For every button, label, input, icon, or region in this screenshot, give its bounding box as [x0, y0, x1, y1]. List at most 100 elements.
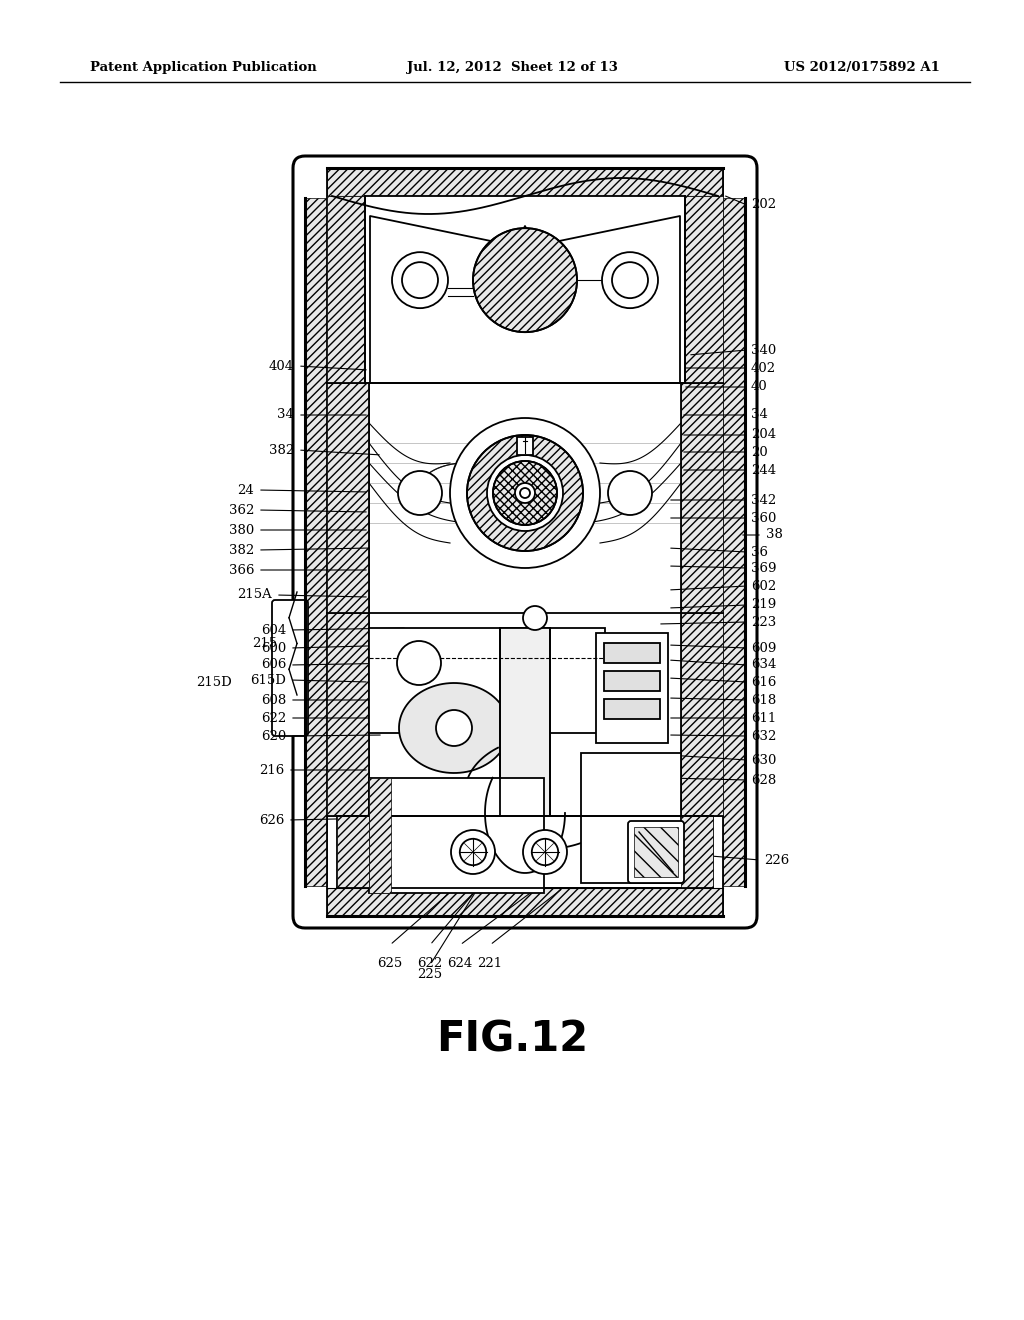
- Circle shape: [398, 471, 442, 515]
- Circle shape: [392, 252, 449, 308]
- Bar: [327, 888, 723, 916]
- Text: 611: 611: [751, 711, 776, 725]
- Text: 219: 219: [751, 598, 776, 611]
- Text: 624: 624: [447, 957, 473, 970]
- Text: 380: 380: [228, 524, 254, 536]
- Bar: [500, 628, 550, 816]
- Text: 630: 630: [751, 754, 776, 767]
- Circle shape: [487, 455, 563, 531]
- Text: 604: 604: [261, 623, 286, 636]
- Circle shape: [493, 461, 557, 525]
- Circle shape: [402, 263, 438, 298]
- Circle shape: [523, 830, 567, 874]
- Text: 404: 404: [269, 359, 294, 372]
- Bar: [681, 612, 723, 816]
- Text: 369: 369: [751, 561, 776, 574]
- Text: 618: 618: [751, 693, 776, 706]
- Circle shape: [520, 488, 530, 498]
- Text: 402: 402: [751, 362, 776, 375]
- Bar: [337, 816, 713, 888]
- Text: FIG.12: FIG.12: [436, 1019, 588, 1061]
- Text: 634: 634: [751, 659, 776, 672]
- FancyBboxPatch shape: [628, 821, 684, 883]
- Circle shape: [473, 228, 577, 333]
- Text: 225: 225: [418, 968, 442, 981]
- Text: 366: 366: [228, 564, 254, 577]
- Text: 221: 221: [477, 957, 503, 970]
- Text: 215D: 215D: [197, 676, 232, 689]
- Text: 626: 626: [259, 813, 284, 826]
- Bar: [369, 777, 391, 894]
- Text: 215: 215: [252, 638, 278, 649]
- Circle shape: [436, 710, 472, 746]
- Text: 360: 360: [751, 511, 776, 524]
- Text: 615D: 615D: [250, 673, 286, 686]
- Circle shape: [608, 471, 652, 515]
- Text: 204: 204: [751, 429, 776, 441]
- Bar: [369, 777, 544, 894]
- Text: Jul. 12, 2012  Sheet 12 of 13: Jul. 12, 2012 Sheet 12 of 13: [407, 62, 617, 74]
- Text: 362: 362: [228, 503, 254, 516]
- Text: 40: 40: [751, 380, 768, 393]
- Circle shape: [515, 483, 535, 503]
- Bar: [723, 198, 745, 886]
- Circle shape: [602, 252, 658, 308]
- Text: 616: 616: [751, 676, 776, 689]
- Bar: [604, 671, 660, 690]
- Text: 608: 608: [261, 693, 286, 706]
- Text: 244: 244: [751, 463, 776, 477]
- Text: 609: 609: [751, 642, 776, 655]
- Text: 223: 223: [751, 615, 776, 628]
- FancyBboxPatch shape: [293, 156, 757, 928]
- Circle shape: [450, 418, 600, 568]
- Text: 606: 606: [261, 659, 286, 672]
- Text: 625: 625: [378, 957, 402, 970]
- Text: 622: 622: [418, 957, 442, 970]
- Text: 620: 620: [261, 730, 286, 742]
- Text: 215A: 215A: [238, 589, 272, 602]
- Circle shape: [531, 838, 558, 865]
- Bar: [604, 700, 660, 719]
- Bar: [517, 437, 534, 455]
- Bar: [581, 752, 681, 883]
- Bar: [596, 634, 668, 743]
- Circle shape: [612, 263, 648, 298]
- Text: 24: 24: [238, 483, 254, 496]
- Text: 34: 34: [278, 408, 294, 421]
- Circle shape: [397, 642, 441, 685]
- Bar: [327, 168, 723, 195]
- Text: 226: 226: [764, 854, 790, 866]
- Polygon shape: [399, 682, 509, 774]
- Bar: [327, 383, 369, 612]
- Bar: [685, 195, 723, 383]
- Bar: [604, 643, 660, 663]
- Text: 202: 202: [751, 198, 776, 211]
- Text: 602: 602: [751, 579, 776, 593]
- Text: 382: 382: [228, 544, 254, 557]
- Text: 628: 628: [751, 774, 776, 787]
- Circle shape: [451, 830, 495, 874]
- Bar: [365, 195, 685, 383]
- Text: 382: 382: [268, 444, 294, 457]
- Text: 38: 38: [766, 528, 783, 541]
- Bar: [681, 816, 713, 888]
- Text: 36: 36: [751, 545, 768, 558]
- Bar: [305, 198, 327, 886]
- Text: 622: 622: [261, 711, 286, 725]
- Text: 20: 20: [751, 446, 768, 458]
- Text: 600: 600: [261, 642, 286, 655]
- Bar: [634, 828, 678, 876]
- Text: 216: 216: [259, 763, 284, 776]
- Bar: [369, 628, 605, 733]
- Bar: [337, 816, 369, 888]
- Circle shape: [467, 436, 583, 550]
- Text: 340: 340: [751, 343, 776, 356]
- Bar: [327, 195, 365, 383]
- Circle shape: [460, 838, 486, 865]
- Bar: [327, 612, 369, 816]
- Text: 342: 342: [751, 494, 776, 507]
- Text: 632: 632: [751, 730, 776, 742]
- Circle shape: [523, 606, 547, 630]
- Bar: [681, 383, 723, 612]
- Text: 34: 34: [751, 408, 768, 421]
